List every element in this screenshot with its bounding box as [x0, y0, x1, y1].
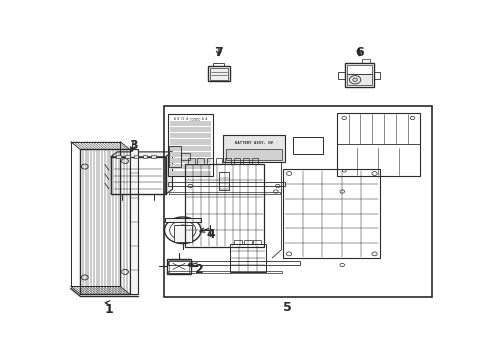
Bar [170, 121, 211, 126]
Text: 3: 3 [129, 139, 138, 152]
Bar [170, 133, 211, 138]
Bar [362, 59, 370, 63]
Bar [216, 158, 222, 164]
Text: 6: 6 [355, 46, 364, 59]
Bar [347, 65, 372, 74]
Bar [116, 155, 121, 158]
Bar [168, 261, 300, 265]
Bar [170, 192, 280, 194]
Bar [168, 182, 285, 186]
Bar [173, 225, 192, 242]
Bar [208, 67, 230, 81]
Bar [345, 63, 373, 87]
Bar [143, 155, 147, 158]
Bar [219, 172, 229, 190]
Bar [234, 158, 241, 164]
Bar [168, 114, 213, 176]
Text: BATTERY ASSY, HV: BATTERY ASSY, HV [235, 140, 273, 144]
Polygon shape [166, 152, 172, 194]
Bar [134, 155, 138, 158]
Bar [337, 112, 420, 176]
Bar [170, 164, 211, 170]
Bar [71, 141, 120, 286]
Text: 2: 2 [196, 262, 204, 276]
Bar [373, 72, 380, 78]
Text: 4: 4 [207, 228, 216, 241]
Bar [181, 153, 190, 159]
Bar [185, 164, 265, 247]
Bar [244, 240, 252, 244]
Text: 5: 5 [283, 301, 292, 314]
Bar [170, 145, 211, 151]
Bar [283, 169, 380, 258]
Bar [206, 158, 213, 164]
Bar [251, 158, 258, 164]
Bar [213, 63, 224, 67]
Bar [230, 244, 267, 272]
Polygon shape [111, 152, 172, 157]
Bar [234, 240, 243, 244]
Bar [253, 240, 261, 244]
Bar [347, 74, 372, 85]
Bar [170, 127, 211, 132]
Bar [111, 157, 166, 194]
Text: 1: 1 [104, 303, 113, 316]
Bar [338, 72, 345, 78]
Bar [210, 68, 228, 80]
Bar [170, 158, 211, 163]
Bar [243, 158, 249, 164]
Bar [189, 158, 196, 164]
Bar [165, 218, 201, 222]
Bar [169, 260, 190, 273]
Bar [226, 149, 281, 161]
Bar [170, 152, 211, 157]
Bar [197, 158, 204, 164]
Bar [293, 138, 323, 154]
Text: 7: 7 [215, 46, 223, 59]
Bar [170, 171, 211, 176]
Text: A B II A ○○○○○○ A A: A B II A ○○○○○○ A A [174, 116, 207, 120]
Circle shape [353, 78, 357, 81]
Bar [222, 135, 285, 162]
Bar [80, 149, 129, 294]
Bar [170, 139, 211, 145]
Bar [168, 270, 282, 273]
Bar [151, 155, 156, 158]
Bar [164, 105, 432, 297]
Bar [170, 146, 181, 167]
Bar [125, 155, 130, 158]
Bar [224, 158, 231, 164]
Bar [129, 149, 138, 294]
Bar [167, 259, 191, 274]
